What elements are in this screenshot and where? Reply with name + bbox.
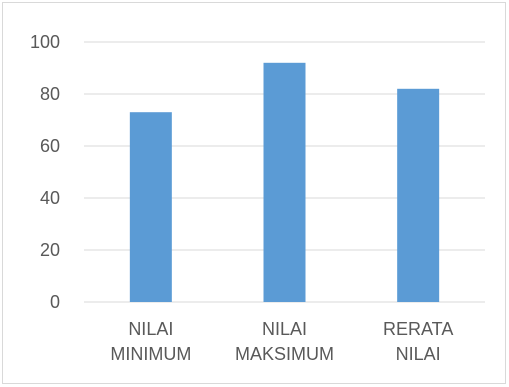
x-tick-label-1-line-2: MINIMUM [110, 344, 191, 364]
y-tick-label-60: 60 [40, 136, 60, 156]
x-tick-label-1-line-1: NILAI [128, 319, 173, 339]
bar-2 [263, 62, 306, 302]
x-tick-label-2-line-1: NILAI [262, 319, 307, 339]
y-tick-label-40: 40 [40, 188, 60, 208]
x-tick-label-3-line-1: RERATA [383, 319, 453, 339]
y-tick-label-80: 80 [40, 84, 60, 104]
x-tick-label-2-line-2: MAKSIMUM [235, 344, 334, 364]
x-tick-label-3-line-2: NILAI [396, 344, 441, 364]
bar-3 [397, 88, 440, 302]
y-tick-label-20: 20 [40, 240, 60, 260]
y-tick-label-0: 0 [50, 292, 60, 312]
y-tick-label-100: 100 [30, 32, 60, 52]
bar-1 [129, 112, 172, 302]
